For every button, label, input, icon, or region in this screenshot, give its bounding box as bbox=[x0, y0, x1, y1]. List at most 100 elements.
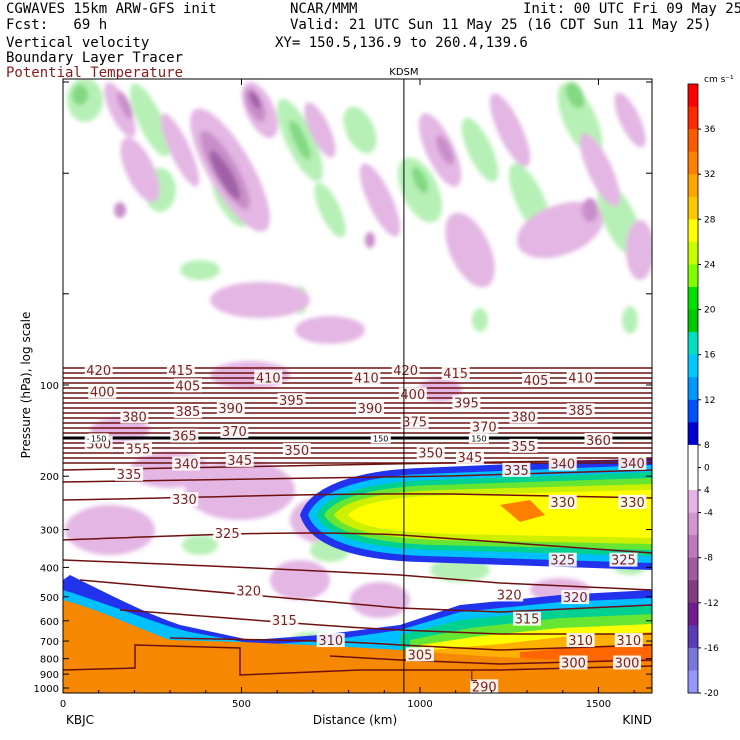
theta-label: 390 bbox=[358, 402, 383, 417]
colorbar-segment bbox=[688, 467, 698, 491]
header-cross-section-endpoints: XY= 150.5,136.9 to 260.4,139.6 bbox=[275, 35, 528, 51]
colorbar-segment bbox=[688, 151, 698, 175]
theta-label: 350 bbox=[418, 446, 443, 461]
header-valid-time: Valid: 21 UTC Sun 11 May 25 (16 CDT Sun … bbox=[290, 17, 712, 33]
theta-label: 400 bbox=[400, 388, 425, 403]
theta-label: 300 bbox=[615, 656, 640, 671]
y-axis: 100 200 300 400 500 600 700 800 900 1000 bbox=[34, 81, 652, 695]
header-model: CGWAVES 15km ARW-GFS init bbox=[6, 1, 217, 17]
colorbar-label: 20 bbox=[704, 306, 716, 316]
y-tick-label: 200 bbox=[40, 472, 59, 483]
colorbar-segment bbox=[688, 535, 698, 559]
theta-label-bg bbox=[88, 384, 117, 399]
right-station-label: KIND bbox=[622, 713, 652, 727]
theta-label-bg bbox=[115, 466, 144, 481]
colorbar-segment bbox=[688, 422, 698, 446]
theta-label-bg bbox=[225, 452, 254, 467]
tracer-labels: 150 150 150 bbox=[88, 433, 489, 444]
theta-label: 370 bbox=[222, 425, 247, 440]
tracer-jet-band bbox=[300, 458, 652, 570]
low-label: L bbox=[470, 670, 478, 685]
theta-label-bg bbox=[452, 395, 481, 410]
theta-label-bg bbox=[513, 611, 542, 626]
colorbar-segment bbox=[688, 287, 698, 311]
theta-label: 345 bbox=[458, 451, 483, 466]
theta-label-bg bbox=[584, 432, 613, 447]
theta-label: 325 bbox=[215, 527, 240, 542]
x-tick-label: 1000 bbox=[407, 699, 432, 710]
header-init-time: Init: 00 UTC Fri 09 May 25 bbox=[523, 1, 740, 17]
theta-label: 340 bbox=[620, 457, 645, 472]
y-tick-label: 600 bbox=[40, 617, 59, 628]
theta-label: 415 bbox=[443, 367, 468, 382]
colorbar-segment bbox=[688, 264, 698, 288]
theta-label-bg bbox=[166, 363, 195, 378]
y-tick-label: 300 bbox=[40, 526, 59, 537]
theta-label-bg bbox=[548, 552, 577, 567]
theta-label-bg bbox=[618, 494, 647, 509]
theta-label-bg bbox=[470, 679, 499, 693]
theta-label: 310 bbox=[318, 634, 343, 649]
colorbar: 36 32 28 24 20 16 12 8 4 0 -4 -8 -12 -16 -20 bbox=[687, 83, 719, 699]
colorbar-label: 16 bbox=[704, 351, 716, 361]
theta-label-bg bbox=[216, 400, 245, 415]
colorbar-label: -16 bbox=[704, 644, 719, 654]
theta-label: 315 bbox=[272, 614, 297, 629]
theta-label: 290 bbox=[472, 680, 497, 695]
colorbar-segment bbox=[688, 602, 698, 626]
colorbar-segment bbox=[688, 354, 698, 378]
x-tick-label: 500 bbox=[232, 699, 251, 710]
theta-label-bg bbox=[172, 456, 201, 471]
tracer-label-bg bbox=[88, 433, 109, 444]
theta-label-bg bbox=[254, 370, 283, 385]
theta-label: 410 bbox=[256, 371, 281, 386]
theta-label: 380 bbox=[511, 410, 536, 425]
tracer-label: 150 bbox=[91, 434, 106, 443]
theta-label: 420 bbox=[393, 364, 418, 379]
colorbar-segment bbox=[688, 490, 698, 514]
theta-label-bg bbox=[400, 414, 429, 429]
colorbar-label: -12 bbox=[704, 599, 719, 609]
theta-label: 405 bbox=[176, 379, 201, 394]
theta-label: 300 bbox=[561, 656, 586, 671]
colorbar-segment bbox=[688, 625, 698, 649]
theta-label-bg bbox=[170, 428, 199, 443]
colorbar-segment bbox=[688, 241, 698, 265]
left-station-label: KBJC bbox=[66, 713, 94, 727]
theta-label: 350 bbox=[284, 444, 309, 459]
theta-label: 365 bbox=[172, 430, 197, 445]
y-axis-label: Pressure (hPa), log scale bbox=[19, 312, 33, 459]
theta-label-bg bbox=[391, 363, 420, 378]
y-tick-label: 500 bbox=[40, 593, 59, 604]
theta-label: 335 bbox=[504, 464, 529, 479]
theta-label: 405 bbox=[524, 374, 549, 389]
theta-label-bg bbox=[502, 462, 531, 477]
theta-label-bg bbox=[398, 387, 427, 402]
theta-label: 320 bbox=[497, 588, 522, 603]
theta-label-bg bbox=[613, 655, 642, 670]
header-field-2: Boundary Layer Tracer bbox=[6, 50, 184, 66]
theta-label: 410 bbox=[568, 371, 593, 386]
kdsm-marker-label: KDSM bbox=[389, 67, 418, 78]
colorbar-label: 8 bbox=[704, 441, 710, 451]
theta-label-bg bbox=[173, 404, 202, 419]
theta-label-bg bbox=[270, 612, 299, 627]
theta-label: 410 bbox=[354, 371, 379, 386]
theta-label: 355 bbox=[511, 440, 536, 455]
theta-label: 330 bbox=[172, 493, 197, 508]
header-field-3: Potential Temperature bbox=[6, 65, 184, 81]
tracer-label-bg bbox=[468, 433, 489, 444]
colorbar-segment bbox=[688, 512, 698, 536]
theta-label-bg bbox=[234, 583, 263, 598]
theta-label-bg bbox=[84, 363, 113, 378]
colorbar-label: 12 bbox=[704, 396, 715, 406]
colorbar-segment bbox=[688, 399, 698, 423]
theta-label-bg bbox=[220, 424, 249, 439]
colorbar-label: 28 bbox=[704, 215, 716, 225]
theta-label-bg bbox=[495, 587, 524, 602]
theta-label: 330 bbox=[550, 496, 575, 511]
y-tick-label: 800 bbox=[40, 655, 59, 666]
theta-label: 315 bbox=[515, 613, 540, 628]
colorbar-segment bbox=[688, 106, 698, 130]
